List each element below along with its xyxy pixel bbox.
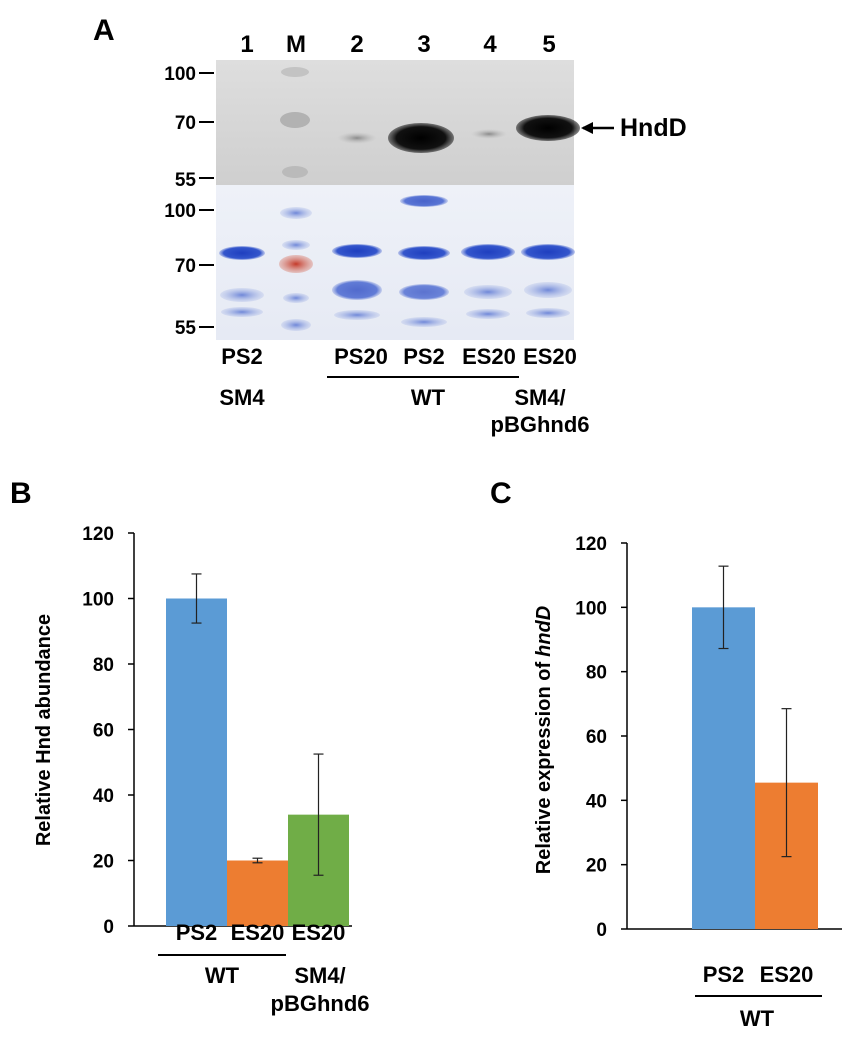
strain-label-pbghnd6: pBGhnd6 [491, 412, 590, 437]
panel-b-y-tick-label: 120 [82, 524, 114, 545]
panel-b-y-tick-label: 60 [93, 721, 114, 742]
sample-label-lane-1: PS2 [221, 344, 263, 369]
strain-label-wt: WT [411, 385, 446, 410]
lane-number-3: 3 [417, 31, 430, 58]
panel-c-category-label: PS2 [703, 962, 745, 987]
panel-c-y-tick-label: 40 [586, 791, 607, 812]
panel-c-group-label-wt: WT [740, 1006, 775, 1031]
panel-c-chart: C Relative expression of hndD 0 20 40 60 80 10… [490, 477, 842, 1031]
lane-number-5: 5 [542, 31, 555, 58]
panel-c-ylabel-gene: hndD [533, 606, 555, 657]
panel-c-ylabel-main: Relative expression of [533, 662, 555, 875]
panel-c-category-label: ES20 [760, 962, 814, 987]
strain-label-sm4: SM4 [219, 385, 265, 410]
lane-number-1: 1 [240, 31, 253, 58]
panel-b-ylabel: Relative Hnd abundance [33, 614, 55, 846]
panel-b-group-label-wt: WT [205, 963, 240, 988]
mw-label-top-55: 55 [175, 170, 197, 191]
panel-c-marks: 0 20 40 60 80 100 120 PS2 ES20 [575, 534, 842, 987]
lane-number-2: 2 [350, 31, 363, 58]
panel-b-category-label: PS2 [176, 920, 218, 945]
mw-label-bottom-100: 100 [164, 201, 196, 222]
coomassie-gel-image [216, 185, 575, 340]
panel-c-letter: C [490, 477, 512, 510]
panel-b-marks: 0 20 40 60 80 100 120 PS2 ES20 ES20 [82, 524, 352, 945]
mw-markers: 100 70 55 100 70 55 [164, 64, 214, 339]
lane-number-4: 4 [483, 31, 497, 58]
panel-c-y-tick-label: 20 [586, 856, 607, 877]
panel-b-category-label: ES20 [292, 920, 346, 945]
panel-b-bar-es20-1 [227, 860, 288, 926]
panel-b-group-label-pbghnd6: pBGhnd6 [271, 991, 370, 1016]
sample-label-lane-5: ES20 [523, 344, 577, 369]
western-blot-image [216, 60, 580, 185]
panel-b-letter: B [10, 477, 32, 510]
panel-c-y-tick-label: 80 [586, 663, 607, 684]
panel-b-y-tick-label: 80 [93, 655, 114, 676]
panel-b-category-label: ES20 [231, 920, 285, 945]
mw-label-bottom-55: 55 [175, 318, 197, 339]
panel-c-bar-ps2-0 [692, 607, 755, 929]
panel-b-y-tick-label: 0 [103, 917, 114, 938]
sample-label-lane-3: PS2 [403, 344, 445, 369]
panel-a: A 1 M 2 3 4 5 [93, 14, 687, 437]
band-arrow-head [581, 122, 593, 134]
panel-b-chart: B Relative Hnd abundance 0 20 40 60 80 100 120… [10, 477, 370, 1016]
panel-a-letter: A [93, 14, 115, 47]
panel-c-y-tick-label: 60 [586, 727, 607, 748]
panel-b-group-label-sm4: SM4/ [294, 963, 345, 988]
mw-label-bottom-70: 70 [175, 256, 196, 277]
strain-label-sm4-line1: SM4/ [514, 385, 565, 410]
lane-number-m: M [286, 31, 306, 58]
mw-label-top-100: 100 [164, 64, 196, 85]
band-label-hndd: HndD [620, 114, 687, 142]
panel-c-y-tick-label: 100 [575, 598, 607, 619]
sample-label-lane-2: PS20 [334, 344, 388, 369]
panel-b-bar-ps2-0 [166, 598, 227, 926]
sample-label-lane-4: ES20 [462, 344, 516, 369]
panel-c-ylabel: Relative expression of hndD [533, 606, 555, 874]
panel-b-y-tick-label: 100 [82, 590, 114, 611]
panel-c-y-tick-label: 0 [596, 920, 607, 941]
panel-c-y-tick-label: 120 [575, 534, 607, 555]
panel-b-y-tick-label: 20 [93, 852, 114, 873]
panel-b-y-tick-label: 40 [93, 786, 114, 807]
mw-label-top-70: 70 [175, 113, 196, 134]
